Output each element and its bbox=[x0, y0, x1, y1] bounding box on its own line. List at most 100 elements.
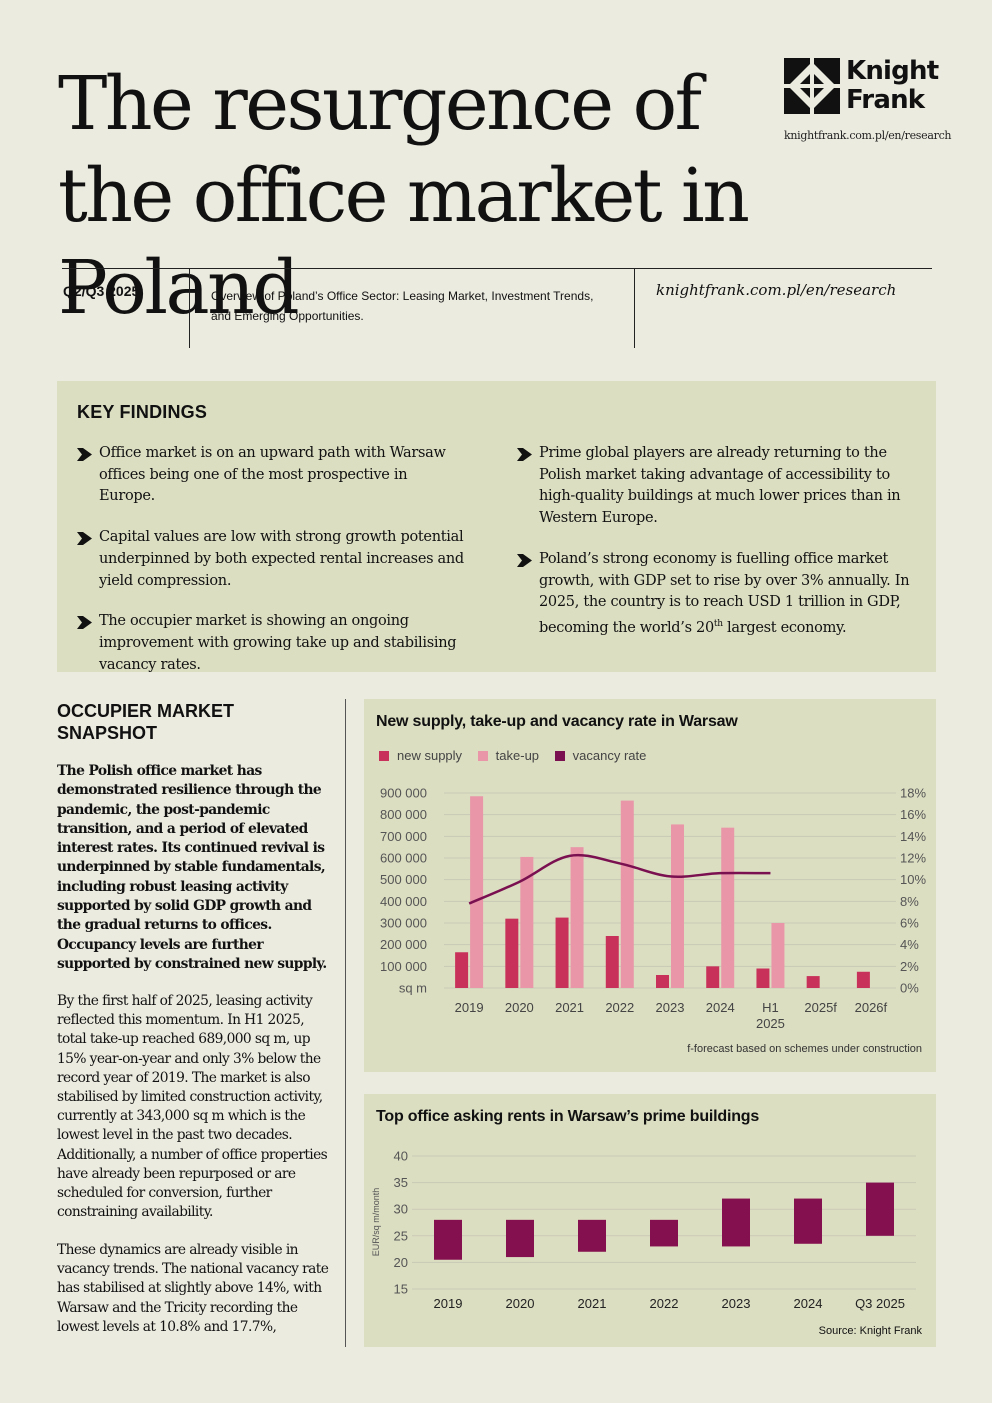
rent-range-bar bbox=[578, 1219, 606, 1252]
vacancy-rate-line bbox=[468, 853, 771, 905]
y2-tick-label: 2% bbox=[900, 959, 919, 974]
arrow-bullet-icon bbox=[517, 553, 532, 567]
header-divider-2 bbox=[634, 268, 635, 348]
rent-range-bar bbox=[794, 1198, 822, 1244]
y-tick-label: 600 000 bbox=[380, 851, 427, 866]
y-tick-label: 30 bbox=[394, 1202, 408, 1217]
key-findings-title: KEY FINDINGS bbox=[77, 402, 208, 422]
legend-new-supply: new supply bbox=[379, 748, 462, 763]
finding-text: The occupier market is showing an ongoin… bbox=[99, 613, 457, 673]
logo-line2: Frank bbox=[846, 85, 925, 115]
y2-tick-label: 0% bbox=[900, 981, 919, 996]
finding-text-part: Poland’s strong economy is fuelling offi… bbox=[539, 550, 910, 636]
report-period: Q2/Q3 2025 bbox=[63, 283, 140, 299]
x-tick-label: 2023 bbox=[722, 1296, 751, 1311]
occupier-lead-paragraph: The Polish office market has demonstrate… bbox=[57, 763, 327, 972]
new-supply-bar bbox=[555, 917, 569, 988]
rent-range-bar bbox=[866, 1182, 894, 1236]
header-divider-1 bbox=[189, 268, 190, 348]
new-supply-bar bbox=[505, 918, 519, 988]
new-supply-bar bbox=[455, 952, 469, 988]
arrow-bullet-icon bbox=[77, 616, 92, 630]
take-up-bar bbox=[771, 923, 785, 988]
legend-vacancy-rate: vacancy rate bbox=[554, 748, 647, 763]
new-supply-bar bbox=[756, 968, 770, 988]
x-tick-label: 2019 bbox=[455, 1000, 484, 1015]
occupier-paragraph-1: By the first half of 2025, leasing activ… bbox=[57, 993, 328, 1221]
logo-wordmark: Knight Frank bbox=[846, 56, 939, 115]
chart-source: Source: Knight Frank bbox=[818, 1325, 922, 1337]
legend-swatch bbox=[379, 751, 389, 761]
y2-tick-label: 10% bbox=[900, 872, 926, 887]
y-tick-label: 700 000 bbox=[380, 829, 427, 844]
finding-item: The occupier market is showing an ongoin… bbox=[77, 611, 467, 676]
page-title-line2: the office market in Poland bbox=[58, 153, 750, 331]
new-supply-bar bbox=[706, 966, 720, 988]
take-up-bar bbox=[470, 796, 484, 988]
arrow-bullet-icon bbox=[517, 448, 532, 461]
y2-tick-label: 4% bbox=[900, 937, 919, 952]
legend-label: new supply bbox=[397, 748, 463, 763]
new-supply-bar bbox=[806, 976, 820, 988]
y2-tick-label: 8% bbox=[900, 894, 919, 909]
y2-tick-label: 18% bbox=[900, 786, 926, 801]
y-tick-label: 400 000 bbox=[380, 894, 427, 909]
y-tick-label: 40 bbox=[394, 1149, 408, 1164]
y-axis-label: EUR/sq m/month bbox=[371, 1188, 381, 1257]
take-up-bar bbox=[671, 824, 684, 988]
y-tick-label: 15 bbox=[394, 1282, 408, 1297]
finding-text: Office market is on an upward path with … bbox=[99, 445, 446, 505]
arrow-bullet-icon bbox=[77, 532, 92, 546]
y-tick-label: 100 000 bbox=[380, 959, 427, 974]
x-tick-label: 2025f bbox=[804, 1000, 837, 1015]
y2-tick-label: 6% bbox=[900, 916, 919, 931]
x-tick-label: 2021 bbox=[578, 1296, 607, 1311]
logo-line1: Knight bbox=[846, 56, 939, 86]
finding-item: Capital values are low with strong growt… bbox=[77, 527, 467, 592]
new-supply-bar bbox=[605, 936, 619, 988]
chart-title: New supply, take-up and vacancy rate in … bbox=[376, 713, 738, 730]
finding-item: Poland’s strong economy is fuelling offi… bbox=[517, 549, 917, 640]
occupier-paragraph-2: These dynamics are already visible in va… bbox=[57, 1242, 329, 1335]
column-divider bbox=[345, 699, 346, 1347]
header-rule bbox=[62, 268, 932, 269]
x-tick-label: 2019 bbox=[434, 1296, 463, 1311]
chart-legend: new supply take-up vacancy rate bbox=[379, 748, 658, 763]
x-tick-label: H1 bbox=[762, 1000, 779, 1015]
y-tick-label: 500 000 bbox=[380, 872, 427, 887]
finding-text-part: largest economy. bbox=[722, 619, 847, 636]
x-tick-label: 2020 bbox=[506, 1296, 535, 1311]
x-tick-label: 2022 bbox=[650, 1296, 679, 1311]
finding-text: Poland’s strong economy is fuelling offi… bbox=[539, 550, 910, 636]
legend-swatch bbox=[554, 751, 565, 761]
research-link[interactable]: knightfrank.com.pl/en/research bbox=[656, 281, 897, 299]
x-tick-label: 2025 bbox=[756, 1016, 785, 1031]
logo-url[interactable]: knightfrank.com.pl/en/research bbox=[784, 129, 952, 142]
x-tick-label: Q3 2025 bbox=[855, 1296, 905, 1311]
arrow-bullet-icon bbox=[77, 448, 92, 461]
legend-label: vacancy rate bbox=[572, 748, 647, 763]
y-tick-label: 20 bbox=[394, 1255, 408, 1270]
page-title-line1: The resurgence of bbox=[58, 61, 702, 147]
rent-range-bar bbox=[506, 1219, 534, 1258]
y-tick-label: 900 000 bbox=[380, 786, 427, 801]
page-title: The resurgence of the office market in P… bbox=[58, 58, 938, 334]
new-supply-bar bbox=[856, 971, 870, 988]
key-findings-right-column: Prime global players are already returni… bbox=[517, 443, 917, 658]
y2-tick-label: 12% bbox=[900, 851, 926, 866]
occupier-title-line2: SNAPSHOT bbox=[57, 723, 158, 743]
y-tick-label: 35 bbox=[394, 1175, 408, 1190]
x-tick-label: 2024 bbox=[794, 1296, 823, 1311]
finding-text: Capital values are low with strong growt… bbox=[99, 529, 464, 589]
finding-text: Prime global players are already returni… bbox=[539, 445, 901, 527]
x-tick-label: 2021 bbox=[555, 1000, 584, 1015]
legend-take-up: take-up bbox=[477, 748, 539, 763]
y2-tick-label: 14% bbox=[900, 829, 926, 844]
take-up-bar bbox=[570, 847, 584, 988]
y2-tick-label: 16% bbox=[900, 807, 926, 822]
rent-range-bar bbox=[434, 1219, 462, 1260]
y-tick-label: 200 000 bbox=[380, 937, 427, 952]
legend-swatch bbox=[477, 751, 488, 761]
rent-range-bar bbox=[650, 1219, 678, 1247]
x-tick-label: 2023 bbox=[656, 1000, 685, 1015]
